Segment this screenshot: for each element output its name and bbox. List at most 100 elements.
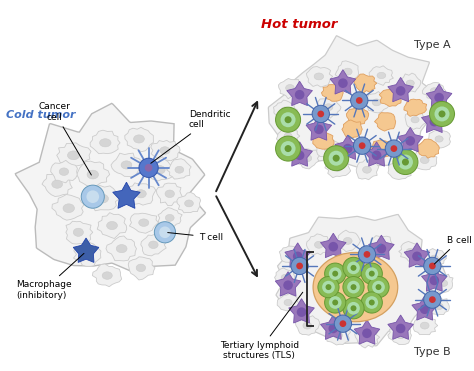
Circle shape [362, 328, 372, 338]
Polygon shape [113, 182, 140, 209]
Polygon shape [306, 116, 332, 140]
Ellipse shape [314, 242, 323, 248]
Ellipse shape [284, 299, 292, 306]
Polygon shape [275, 272, 301, 296]
Text: Dendritic
cell: Dendritic cell [151, 110, 231, 163]
Polygon shape [421, 267, 447, 291]
Circle shape [351, 265, 356, 271]
Circle shape [372, 281, 385, 293]
Polygon shape [289, 299, 314, 323]
Polygon shape [42, 173, 73, 197]
Polygon shape [317, 138, 340, 158]
Polygon shape [92, 264, 122, 287]
Ellipse shape [107, 221, 118, 230]
Polygon shape [412, 296, 438, 320]
Ellipse shape [363, 166, 371, 173]
Polygon shape [306, 66, 333, 87]
Polygon shape [97, 213, 127, 239]
Circle shape [365, 267, 378, 280]
Circle shape [369, 271, 375, 277]
Polygon shape [158, 208, 182, 228]
Polygon shape [15, 104, 205, 271]
Polygon shape [397, 127, 423, 152]
Polygon shape [73, 238, 99, 262]
Ellipse shape [377, 242, 386, 248]
Circle shape [293, 252, 302, 261]
Circle shape [343, 276, 364, 298]
Ellipse shape [420, 157, 429, 164]
Polygon shape [125, 127, 154, 152]
Ellipse shape [83, 250, 93, 259]
Circle shape [334, 315, 352, 332]
Circle shape [284, 116, 292, 123]
Polygon shape [354, 320, 380, 344]
Polygon shape [428, 130, 450, 148]
Circle shape [328, 151, 344, 166]
Circle shape [339, 320, 346, 327]
Ellipse shape [102, 272, 112, 279]
Ellipse shape [303, 155, 312, 162]
Circle shape [396, 324, 405, 333]
Polygon shape [318, 97, 341, 118]
Ellipse shape [406, 249, 414, 255]
Circle shape [356, 97, 363, 104]
Circle shape [391, 145, 397, 152]
Ellipse shape [116, 244, 127, 253]
Circle shape [81, 185, 104, 208]
Ellipse shape [134, 135, 145, 143]
Polygon shape [335, 135, 361, 160]
Polygon shape [369, 235, 394, 260]
Ellipse shape [175, 166, 184, 173]
Circle shape [361, 263, 383, 284]
Text: Tertiary lymphoid
structures (TLS): Tertiary lymphoid structures (TLS) [219, 292, 303, 360]
Polygon shape [404, 99, 427, 116]
Polygon shape [364, 142, 389, 166]
Polygon shape [273, 100, 297, 119]
Polygon shape [428, 297, 449, 315]
Ellipse shape [372, 99, 381, 106]
Polygon shape [126, 183, 156, 205]
Polygon shape [411, 150, 437, 170]
Circle shape [434, 93, 444, 102]
Polygon shape [66, 221, 93, 244]
Polygon shape [277, 293, 299, 311]
Circle shape [412, 252, 422, 261]
Ellipse shape [324, 104, 333, 111]
Circle shape [295, 151, 304, 160]
Ellipse shape [303, 322, 312, 329]
Text: Cancer
cell: Cancer cell [38, 102, 91, 175]
Polygon shape [278, 79, 302, 99]
Circle shape [333, 155, 340, 162]
Circle shape [358, 246, 375, 263]
Text: Type B: Type B [414, 347, 451, 357]
Circle shape [375, 284, 382, 290]
Ellipse shape [363, 334, 371, 341]
Ellipse shape [184, 200, 193, 207]
Polygon shape [276, 126, 300, 145]
Circle shape [359, 142, 365, 149]
Ellipse shape [420, 322, 429, 329]
Circle shape [351, 92, 368, 109]
Polygon shape [399, 242, 422, 261]
Ellipse shape [52, 180, 63, 188]
Ellipse shape [286, 85, 294, 91]
Polygon shape [388, 315, 413, 339]
Circle shape [393, 150, 418, 174]
Ellipse shape [165, 214, 174, 221]
Ellipse shape [430, 255, 438, 262]
Polygon shape [388, 326, 411, 345]
Circle shape [351, 284, 356, 290]
Ellipse shape [314, 73, 324, 80]
Polygon shape [374, 113, 396, 131]
Polygon shape [325, 158, 351, 178]
Text: B cell: B cell [434, 236, 472, 264]
Polygon shape [422, 82, 446, 100]
Circle shape [295, 90, 304, 99]
Polygon shape [287, 142, 312, 166]
Circle shape [155, 222, 175, 243]
Polygon shape [423, 249, 447, 268]
Ellipse shape [406, 80, 414, 86]
Ellipse shape [343, 237, 352, 244]
Circle shape [438, 111, 446, 118]
Polygon shape [370, 140, 392, 157]
